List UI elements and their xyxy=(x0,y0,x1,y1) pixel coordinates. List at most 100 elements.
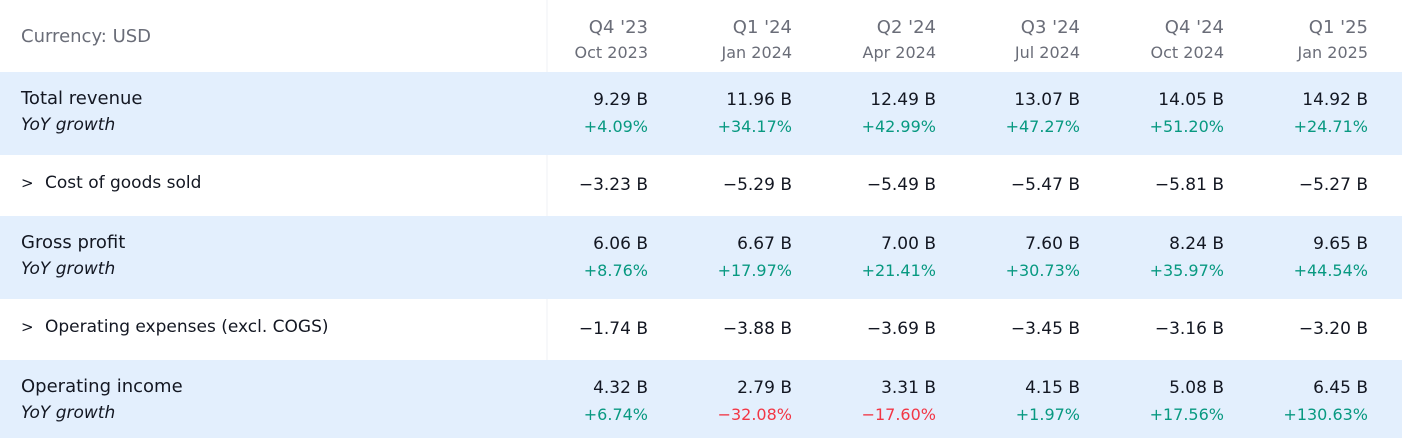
table-cell: −3.23 B xyxy=(508,155,648,216)
column-quarter: Q4 '23 xyxy=(588,17,648,38)
cell-growth: +30.73% xyxy=(1005,261,1080,280)
column-header-q1-25: Q1 '25 Jan 2025 xyxy=(1228,0,1368,72)
row-label-cell: Gross profit YoY growth xyxy=(0,216,546,299)
column-header-q4-24: Q4 '24 Oct 2024 xyxy=(1084,0,1224,72)
row-sub-label: YoY growth xyxy=(21,403,116,423)
column-date: Oct 2024 xyxy=(1150,43,1224,62)
cell-value: 14.05 B xyxy=(1158,90,1224,110)
column-header-q1-24: Q1 '24 Jan 2024 xyxy=(652,0,792,72)
column-date: Apr 2024 xyxy=(862,43,936,62)
cell-growth: +1.97% xyxy=(1015,405,1080,424)
column-date: Jul 2024 xyxy=(1014,43,1080,62)
cell-value: −5.49 B xyxy=(866,175,936,195)
cell-growth: +6.74% xyxy=(583,405,648,424)
expand-row-button[interactable]: > Operating expenses (excl. COGS) xyxy=(21,317,329,337)
column-quarter: Q3 '24 xyxy=(1020,17,1080,38)
table-cell: 6.06 B +8.76% xyxy=(508,216,648,299)
cell-growth: +17.56% xyxy=(1149,405,1224,424)
cell-value: 9.65 B xyxy=(1313,234,1368,254)
cell-value: −3.69 B xyxy=(866,319,936,339)
cell-value: 5.08 B xyxy=(1169,378,1224,398)
column-divider xyxy=(546,155,548,216)
table-cell: −5.27 B xyxy=(1228,155,1368,216)
chevron-right-icon: > xyxy=(21,318,34,336)
cell-growth: −17.60% xyxy=(861,405,936,424)
table-cell: 13.07 B +47.27% xyxy=(940,72,1080,155)
table-cell: 14.05 B +51.20% xyxy=(1084,72,1224,155)
cell-value: 11.96 B xyxy=(726,90,792,110)
header-label-cell: Currency: USD xyxy=(0,0,546,72)
table-cell: 11.96 B +34.17% xyxy=(652,72,792,155)
table-cell: −3.20 B xyxy=(1228,299,1368,360)
table-cell: −5.47 B xyxy=(940,155,1080,216)
table-cell: 4.32 B +6.74% xyxy=(508,360,648,438)
table-cell: 7.00 B +21.41% xyxy=(796,216,936,299)
table-header: Currency: USD Q4 '23 Oct 2023 Q1 '24 Jan… xyxy=(0,0,1402,72)
column-date: Jan 2024 xyxy=(721,43,792,62)
table-row-total-revenue: Total revenue YoY growth 9.29 B +4.09% 1… xyxy=(0,72,1402,155)
cell-value: −3.88 B xyxy=(722,319,792,339)
table-cell: 6.67 B +17.97% xyxy=(652,216,792,299)
table-cell: 5.08 B +17.56% xyxy=(1084,360,1224,438)
cell-value: −5.27 B xyxy=(1298,175,1368,195)
cell-value: 4.32 B xyxy=(593,378,648,398)
cell-value: 4.15 B xyxy=(1025,378,1080,398)
cell-value: 9.29 B xyxy=(593,90,648,110)
cell-growth: +34.17% xyxy=(717,117,792,136)
cell-value: −3.20 B xyxy=(1298,319,1368,339)
table-cell: 9.29 B +4.09% xyxy=(508,72,648,155)
cell-value: −3.16 B xyxy=(1154,319,1224,339)
table-row-operating-income: Operating income YoY growth 4.32 B +6.74… xyxy=(0,360,1402,438)
row-label-cell: Operating income YoY growth xyxy=(0,360,546,438)
cell-growth: +44.54% xyxy=(1293,261,1368,280)
row-label: Gross profit xyxy=(21,232,126,253)
table-cell: 6.45 B +130.63% xyxy=(1228,360,1368,438)
cell-value: −3.23 B xyxy=(578,175,648,195)
cell-value: 14.92 B xyxy=(1302,90,1368,110)
table-cell: 14.92 B +24.71% xyxy=(1228,72,1368,155)
cell-value: 6.45 B xyxy=(1313,378,1368,398)
row-sub-label: YoY growth xyxy=(21,259,116,279)
cell-growth: +42.99% xyxy=(861,117,936,136)
column-header-q2-24: Q2 '24 Apr 2024 xyxy=(796,0,936,72)
chevron-right-icon: > xyxy=(21,174,34,192)
column-quarter: Q1 '25 xyxy=(1308,17,1368,38)
column-header-q4-23: Q4 '23 Oct 2023 xyxy=(508,0,648,72)
table-cell: −3.69 B xyxy=(796,299,936,360)
table-cell: 9.65 B +44.54% xyxy=(1228,216,1368,299)
cell-growth: −32.08% xyxy=(717,405,792,424)
cell-value: 2.79 B xyxy=(737,378,792,398)
cell-value: 7.60 B xyxy=(1025,234,1080,254)
column-date: Oct 2023 xyxy=(574,43,648,62)
cell-value: −1.74 B xyxy=(578,319,648,339)
cell-value: −5.47 B xyxy=(1010,175,1080,195)
cell-value: 3.31 B xyxy=(881,378,936,398)
row-sub-label: YoY growth xyxy=(21,115,116,135)
table-row-gross-profit: Gross profit YoY growth 6.06 B +8.76% 6.… xyxy=(0,216,1402,299)
row-label: Total revenue xyxy=(21,88,143,109)
column-quarter: Q2 '24 xyxy=(876,17,936,38)
cell-value: −5.81 B xyxy=(1154,175,1224,195)
cell-growth: +130.63% xyxy=(1283,405,1368,424)
expand-row-button[interactable]: > Cost of goods sold xyxy=(21,173,201,193)
column-quarter: Q1 '24 xyxy=(732,17,792,38)
column-divider xyxy=(546,299,548,360)
cell-value: 7.00 B xyxy=(881,234,936,254)
column-header-q3-24: Q3 '24 Jul 2024 xyxy=(940,0,1080,72)
currency-label: Currency: USD xyxy=(21,26,152,47)
cell-growth: +35.97% xyxy=(1149,261,1224,280)
column-divider xyxy=(546,0,548,72)
cell-growth: +51.20% xyxy=(1149,117,1224,136)
cell-growth: +8.76% xyxy=(583,261,648,280)
cell-value: 6.67 B xyxy=(737,234,792,254)
table-cell: −3.45 B xyxy=(940,299,1080,360)
table-cell: 3.31 B −17.60% xyxy=(796,360,936,438)
row-label: Operating expenses (excl. COGS) xyxy=(45,317,329,337)
row-label: Cost of goods sold xyxy=(45,173,202,193)
table-cell: −5.81 B xyxy=(1084,155,1224,216)
cell-growth: +4.09% xyxy=(583,117,648,136)
column-date: Jan 2025 xyxy=(1297,43,1368,62)
table-cell: 7.60 B +30.73% xyxy=(940,216,1080,299)
cell-growth: +47.27% xyxy=(1005,117,1080,136)
cell-value: 13.07 B xyxy=(1014,90,1080,110)
